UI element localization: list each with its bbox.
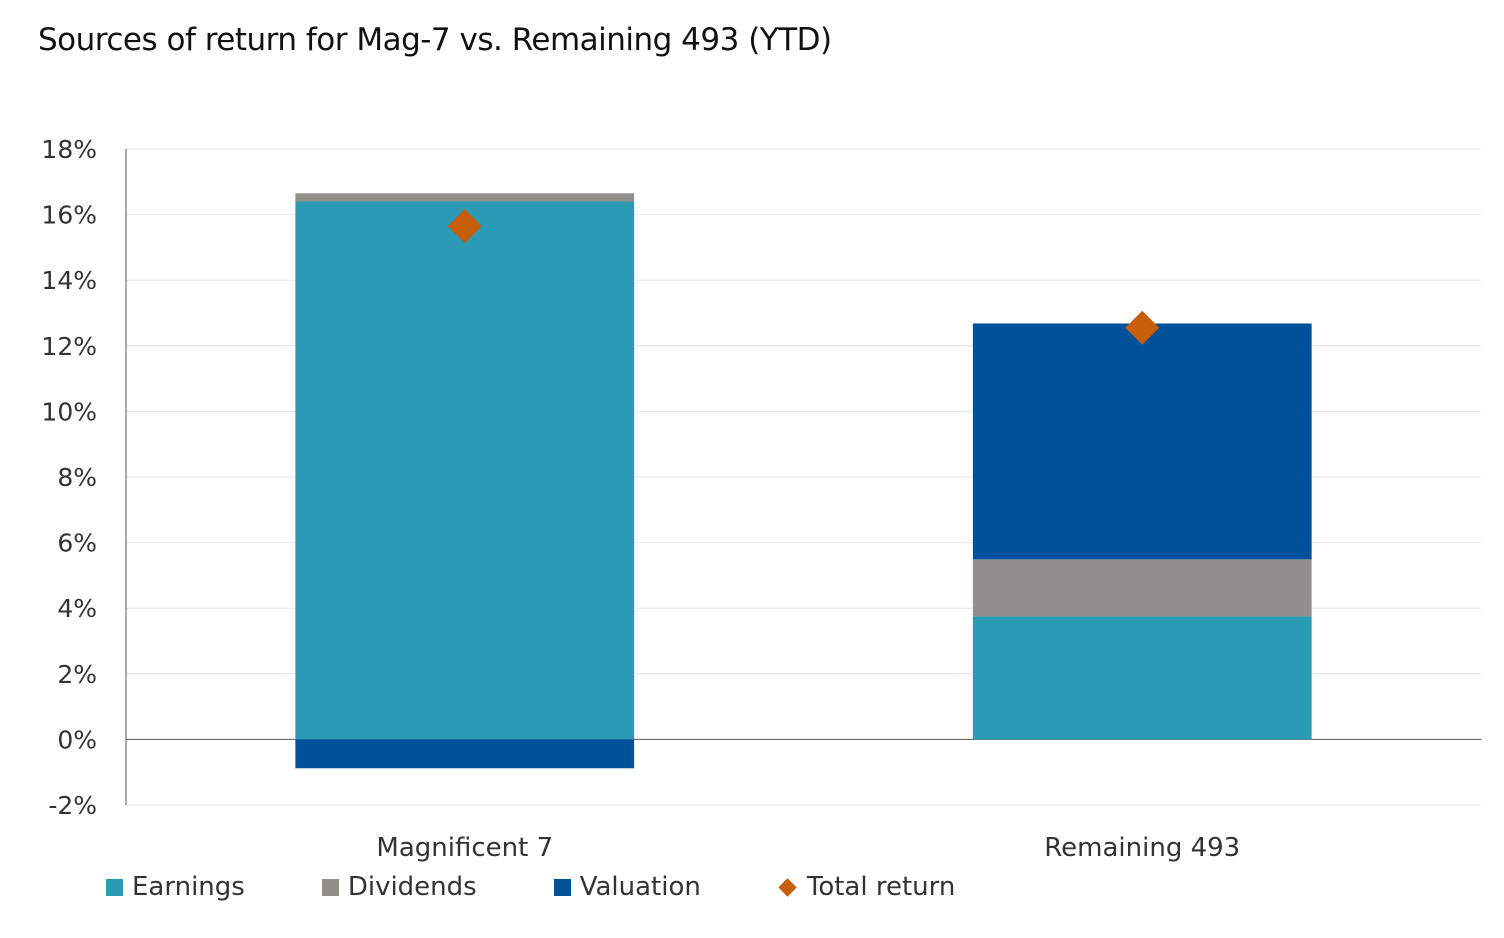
x-category-label: Remaining 493 — [1044, 833, 1240, 863]
legend-item: Earnings — [106, 872, 245, 902]
legend-label: Earnings — [132, 872, 245, 902]
bar-earnings — [295, 201, 635, 740]
bar-valuation — [295, 739, 635, 769]
chart-title: Sources of return for Mag-7 vs. Remainin… — [38, 22, 832, 58]
bar-valuation — [972, 323, 1312, 560]
y-tick-label: 10% — [41, 397, 97, 426]
bar-dividends — [972, 559, 1312, 617]
legend-item: Total return — [778, 872, 955, 902]
x-category-label: Magnificent 7 — [376, 833, 553, 863]
legend-item: Dividends — [321, 872, 477, 902]
y-tick-label: 18% — [41, 135, 97, 164]
legend-swatch — [321, 878, 339, 896]
legend-label: Valuation — [579, 872, 701, 902]
legend-swatch — [553, 878, 571, 896]
bar-earnings — [972, 616, 1312, 740]
bar-dividends — [295, 193, 635, 202]
y-tick-label: 2% — [57, 660, 97, 689]
marker-total-return — [447, 209, 482, 244]
y-tick-label: 4% — [57, 594, 97, 623]
legend-label: Dividends — [347, 872, 477, 902]
y-tick-label: 0% — [57, 725, 97, 754]
y-tick-label: 8% — [57, 463, 97, 492]
y-tick-label: 12% — [41, 332, 97, 361]
y-tick-label: 14% — [41, 266, 97, 295]
y-tick-label: 6% — [57, 529, 97, 558]
diamond-icon — [778, 877, 797, 897]
legend-label: Total return — [806, 872, 956, 902]
legend-item: Valuation — [553, 872, 701, 902]
legend: Earnings Dividends Valuation Total return — [106, 872, 955, 902]
y-tick-label: 16% — [41, 201, 97, 230]
marker-total-return — [1125, 310, 1160, 345]
y-tick-label: -2% — [48, 791, 97, 820]
legend-swatch — [106, 878, 123, 896]
